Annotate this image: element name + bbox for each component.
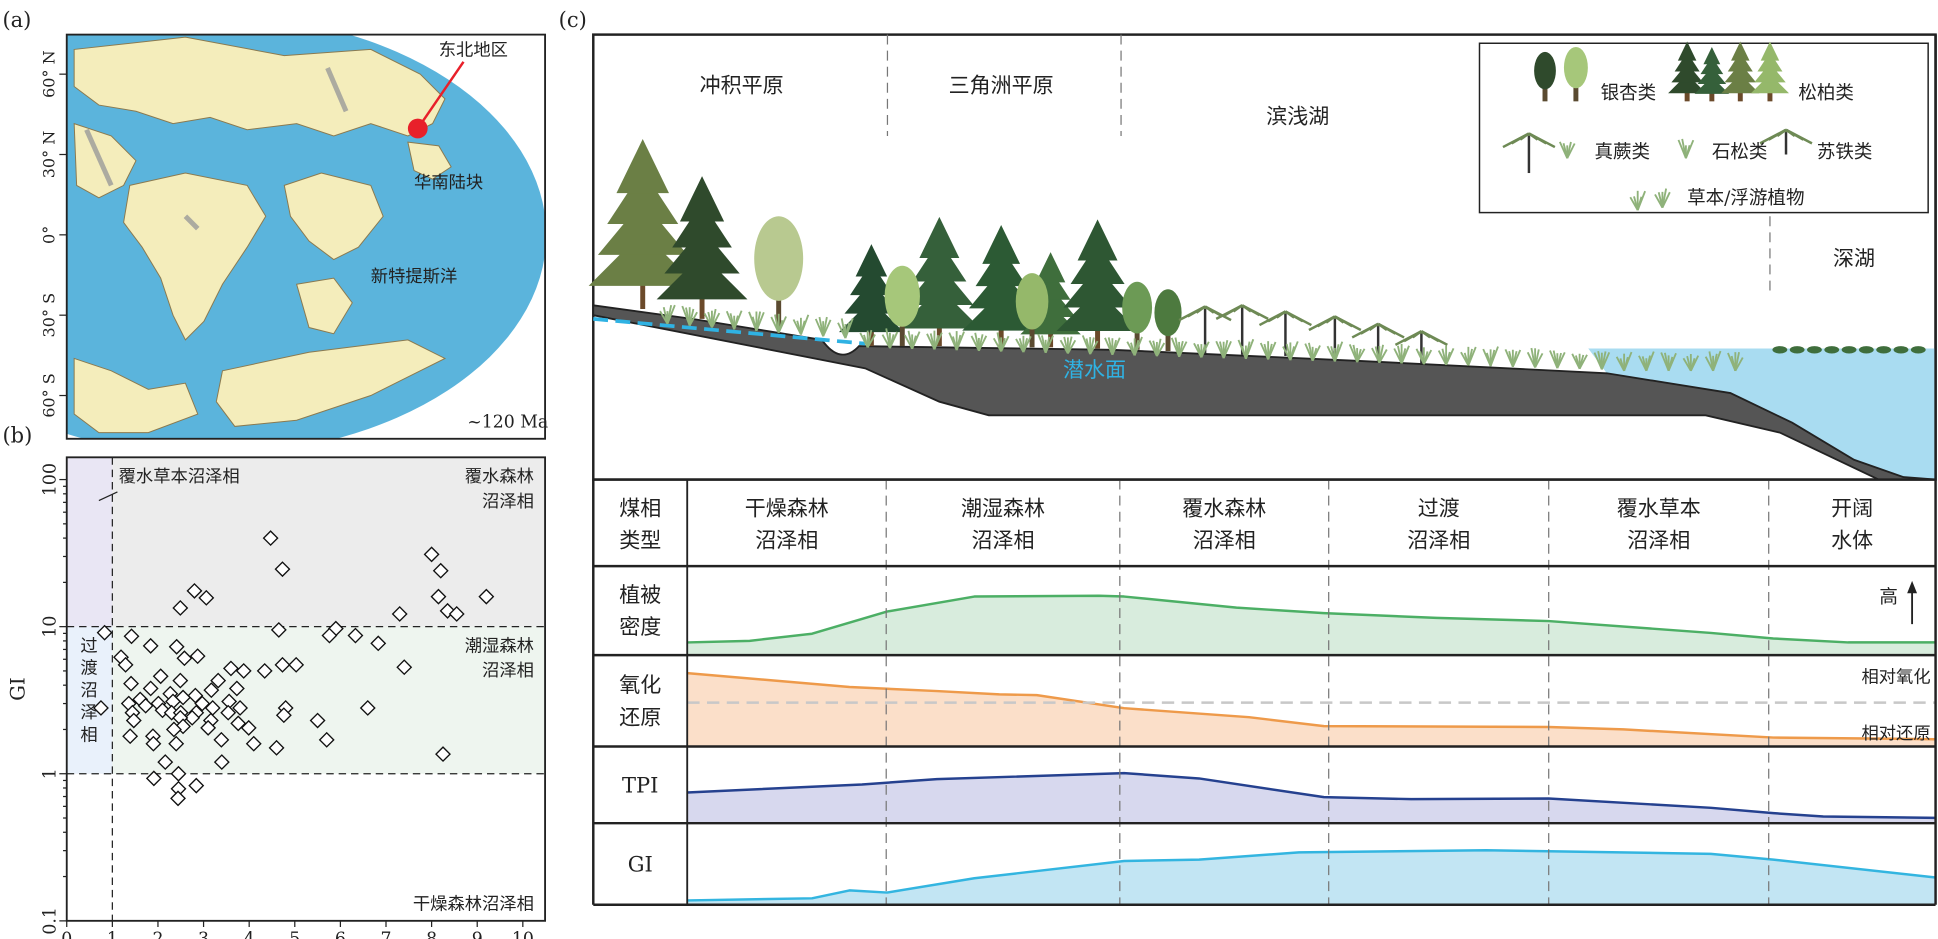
facies-label: 沼泽相 — [1627, 528, 1690, 553]
data-point — [171, 791, 185, 805]
floating-plant-icon — [1772, 346, 1787, 353]
lat-label: 60° N — [39, 50, 58, 98]
zone-label-transition: 相 — [80, 725, 97, 745]
location-marker — [408, 119, 428, 139]
facies-label: 覆水森林 — [1182, 495, 1266, 520]
floating-plant-icon — [1859, 346, 1874, 353]
legend-item-label: 松柏类 — [1798, 83, 1854, 104]
facies-label: 过渡 — [1418, 495, 1460, 520]
lat-label: 30° S — [39, 293, 58, 338]
zone-label-transition: 渡 — [80, 659, 97, 679]
lat-label: 60° S — [39, 373, 58, 418]
veg-high-label: 高 — [1879, 587, 1898, 608]
row-label: TPI — [622, 772, 658, 797]
y-tick-label: 0.1 — [41, 907, 61, 935]
zone-label-transition: 泽 — [80, 703, 97, 723]
zone-label: 三角洲平原 — [949, 73, 1054, 98]
zone-label: 深湖 — [1833, 246, 1875, 271]
figure-canvas: (a) (b) (c) 60° N 30° N 0° 30° S 60° S 东北地区 — [0, 0, 1938, 939]
block-label: 华南陆块 — [414, 173, 483, 193]
broadleaf-tree-icon — [1016, 273, 1049, 329]
zone-label-inundated-forest: 沼泽相 — [482, 492, 534, 512]
zone-label-inundated-herb: 覆水草本沼泽相 — [119, 467, 240, 487]
panel-label-c: (c) — [559, 7, 587, 32]
broadleaf-tree-icon — [885, 266, 920, 327]
row-label: 密度 — [619, 614, 661, 639]
legend-item-label: 银杏类 — [1601, 83, 1657, 104]
header-label: 类型 — [619, 528, 661, 553]
paleogeographic-map: 60° N 30° N 0° 30° S 60° S 东北地区 华南陆块 新特提斯洋 ~… — [0, 15, 548, 455]
facies-label: 沼泽相 — [755, 528, 818, 553]
data-point — [189, 779, 203, 793]
zone-label-wet-forest: 潮湿森林 — [465, 636, 534, 656]
broadleaf-tree-icon — [1564, 47, 1588, 88]
row-label: 植被 — [619, 582, 661, 607]
zone-label-inundated-forest: 覆水森林 — [465, 467, 534, 487]
y-tick-label: 100 — [41, 463, 61, 496]
redox-reducing-label: 相对还原 — [1861, 724, 1930, 744]
header-label: 煤相 — [619, 495, 661, 520]
ocean-label: 新特提斯洋 — [371, 267, 457, 287]
y-tick-label: 1 — [41, 768, 61, 779]
facies-label: 沼泽相 — [1193, 528, 1256, 553]
zone-label: 冲积平原 — [700, 73, 784, 98]
floating-plant-icon — [1894, 346, 1909, 353]
figure: (a) (b) (c) 60° N 30° N 0° 30° S 60° S 东北地区 — [0, 0, 1938, 939]
legend-item-label: 真蕨类 — [1594, 142, 1650, 163]
zone-inundated-herb — [67, 457, 113, 626]
floating-plant-icon — [1824, 346, 1839, 353]
floating-plant-icon — [1807, 346, 1822, 353]
region-label: 东北地区 — [439, 41, 508, 61]
facies-label: 水体 — [1831, 528, 1873, 553]
facies-label: 开阔 — [1831, 495, 1873, 520]
broadleaf-tree-icon — [754, 216, 803, 301]
depositional-scene: 冲积平原 三角洲平原滨浅湖深湖潜水面 银杏类 松柏类真蕨类 石松类 苏铁类草本/浮游植物 — [589, 35, 1936, 480]
lat-label: 0° — [39, 226, 58, 244]
y-axis-label: GI — [7, 677, 30, 701]
facies-label: 沼泽相 — [1407, 528, 1470, 553]
broadleaf-tree-icon — [1534, 52, 1556, 90]
legend-item-label: 草本/浮游植物 — [1687, 188, 1804, 209]
y-tick-label: 10 — [41, 616, 61, 638]
profile-fill — [687, 773, 1935, 823]
scatter-plot: 0123456789100.1110100TPIGI覆水草本沼泽相覆水森林沼泽相… — [7, 457, 545, 939]
broadleaf-tree-icon — [1122, 282, 1152, 334]
facies-label: 覆水草本 — [1617, 495, 1701, 520]
arrow-head-icon — [1907, 581, 1917, 593]
water-table-label: 潜水面 — [1063, 357, 1126, 382]
facies-label: 潮湿森林 — [961, 495, 1045, 520]
row-label: GI — [628, 851, 653, 876]
row-label: 氧化 — [619, 672, 661, 697]
facies-label: 沼泽相 — [972, 528, 1035, 553]
panel-label-a: (a) — [2, 7, 31, 32]
profile-fill — [687, 596, 1935, 655]
lat-label: 30° N — [39, 131, 58, 179]
floating-plant-icon — [1911, 346, 1926, 353]
facies-label: 干燥森林 — [745, 495, 829, 520]
broadleaf-tree-icon — [1154, 289, 1181, 336]
legend-item-label: 石松类 — [1712, 142, 1768, 163]
floating-plant-icon — [1790, 346, 1805, 353]
zone-label-transition: 沼 — [80, 681, 97, 701]
zone-label: 滨浅湖 — [1266, 104, 1329, 129]
zone-label-transition: 过 — [80, 636, 97, 656]
floating-plant-icon — [1842, 346, 1857, 353]
row-label: 还原 — [619, 704, 661, 729]
age-label: ~120 Ma — [467, 413, 548, 433]
zone-label-dry-forest: 干燥森林沼泽相 — [413, 895, 534, 915]
redox-oxidizing-label: 相对氧化 — [1861, 667, 1930, 687]
zone-label-wet-forest: 沼泽相 — [482, 661, 534, 681]
legend-item-label: 苏铁类 — [1817, 142, 1873, 163]
floating-plant-icon — [1876, 346, 1891, 353]
panel-label-b: (b) — [2, 422, 32, 447]
